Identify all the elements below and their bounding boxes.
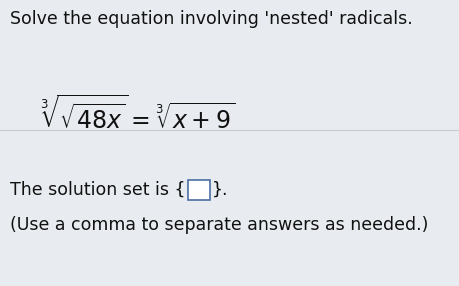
Text: }.: }. — [212, 181, 229, 199]
Text: The solution set is {: The solution set is { — [10, 181, 185, 199]
FancyBboxPatch shape — [188, 180, 210, 200]
Text: Solve the equation involving 'nested' radicals.: Solve the equation involving 'nested' ra… — [10, 10, 413, 28]
Text: $\sqrt[3]{\sqrt{48x}} = \sqrt[3]{x+9}$: $\sqrt[3]{\sqrt{48x}} = \sqrt[3]{x+9}$ — [40, 95, 235, 134]
Text: (Use a comma to separate answers as needed.): (Use a comma to separate answers as need… — [10, 216, 428, 234]
